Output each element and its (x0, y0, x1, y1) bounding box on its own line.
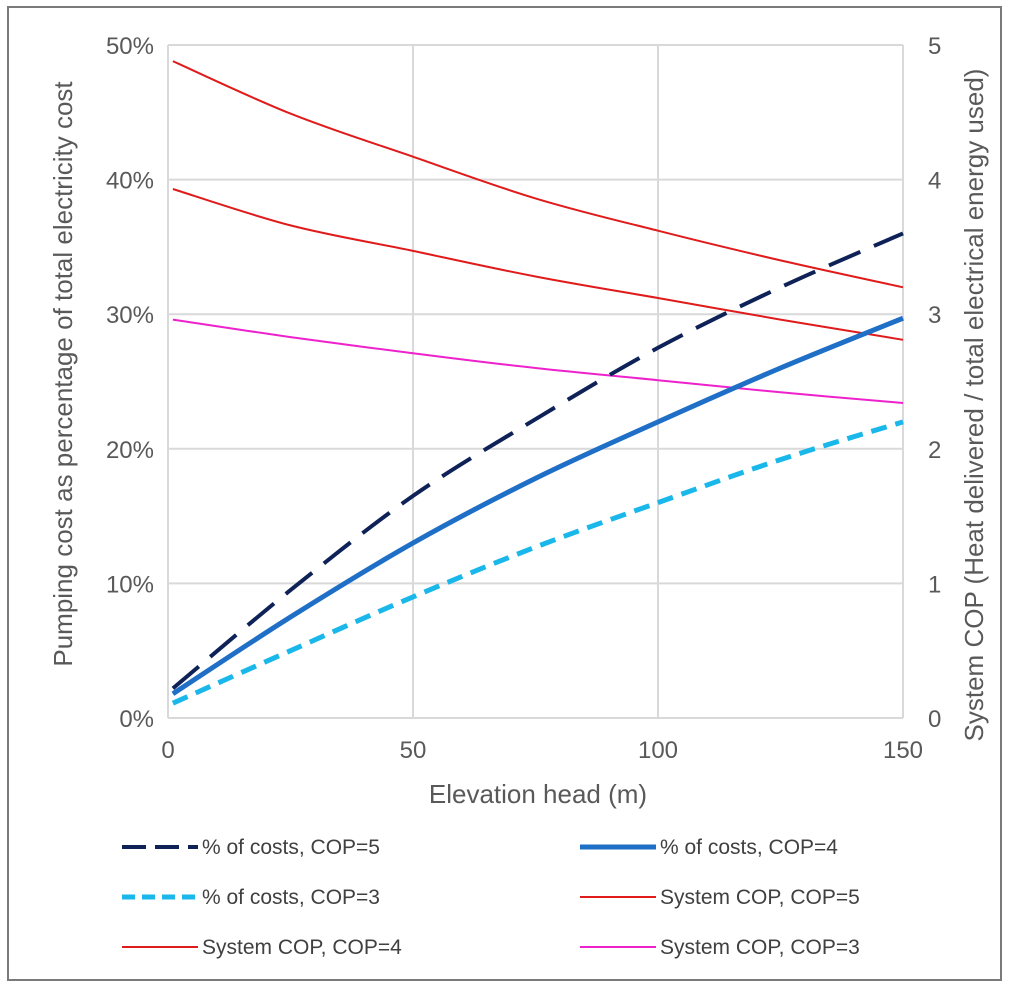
legend-label: System COP, COP=4 (202, 936, 402, 959)
y-tick-label: 20% (106, 437, 154, 464)
series-lines (171, 60, 904, 706)
x-tick-label: 100 (638, 737, 678, 764)
series-line (172, 188, 904, 341)
y-axis-title: Pumping cost as percentage of total elec… (48, 81, 78, 667)
series-line (171, 419, 904, 706)
series-line (171, 315, 904, 696)
y2-tick-label: 2 (928, 437, 941, 464)
y-tick-label: 10% (106, 571, 154, 598)
grid-lines (167, 44, 904, 719)
legend-label: System COP, COP=3 (660, 936, 860, 959)
y2-tick-label: 5 (928, 33, 941, 60)
legend-label: % of costs, COP=4 (660, 836, 838, 859)
x-tick-label: 50 (400, 737, 427, 764)
y-tick-label: 30% (106, 302, 154, 329)
y2-axis-title: System COP (Heat delivered / total elect… (959, 69, 989, 742)
legend-label: % of costs, COP=5 (202, 836, 380, 859)
legend-label: % of costs, COP=3 (202, 886, 380, 909)
series-line (172, 318, 904, 404)
legend-label: System COP, COP=5 (660, 886, 860, 909)
y2-tick-label: 1 (928, 571, 941, 598)
y2-tick-label: 4 (928, 168, 941, 195)
series-line (172, 60, 904, 289)
x-tick-label: 150 (883, 737, 923, 764)
x-tick-label: 0 (161, 737, 174, 764)
y2-tick-label: 3 (928, 302, 941, 329)
series-line (171, 231, 904, 690)
y-tick-label: 50% (106, 33, 154, 60)
y-tick-label: 0% (119, 706, 154, 733)
legend: % of costs, COP=5 % of costs, COP=4 % of c… (122, 836, 860, 959)
y-tick-label: 40% (106, 168, 154, 195)
y2-tick-label: 0 (928, 706, 941, 733)
x-axis-title: Elevation head (m) (429, 779, 647, 809)
